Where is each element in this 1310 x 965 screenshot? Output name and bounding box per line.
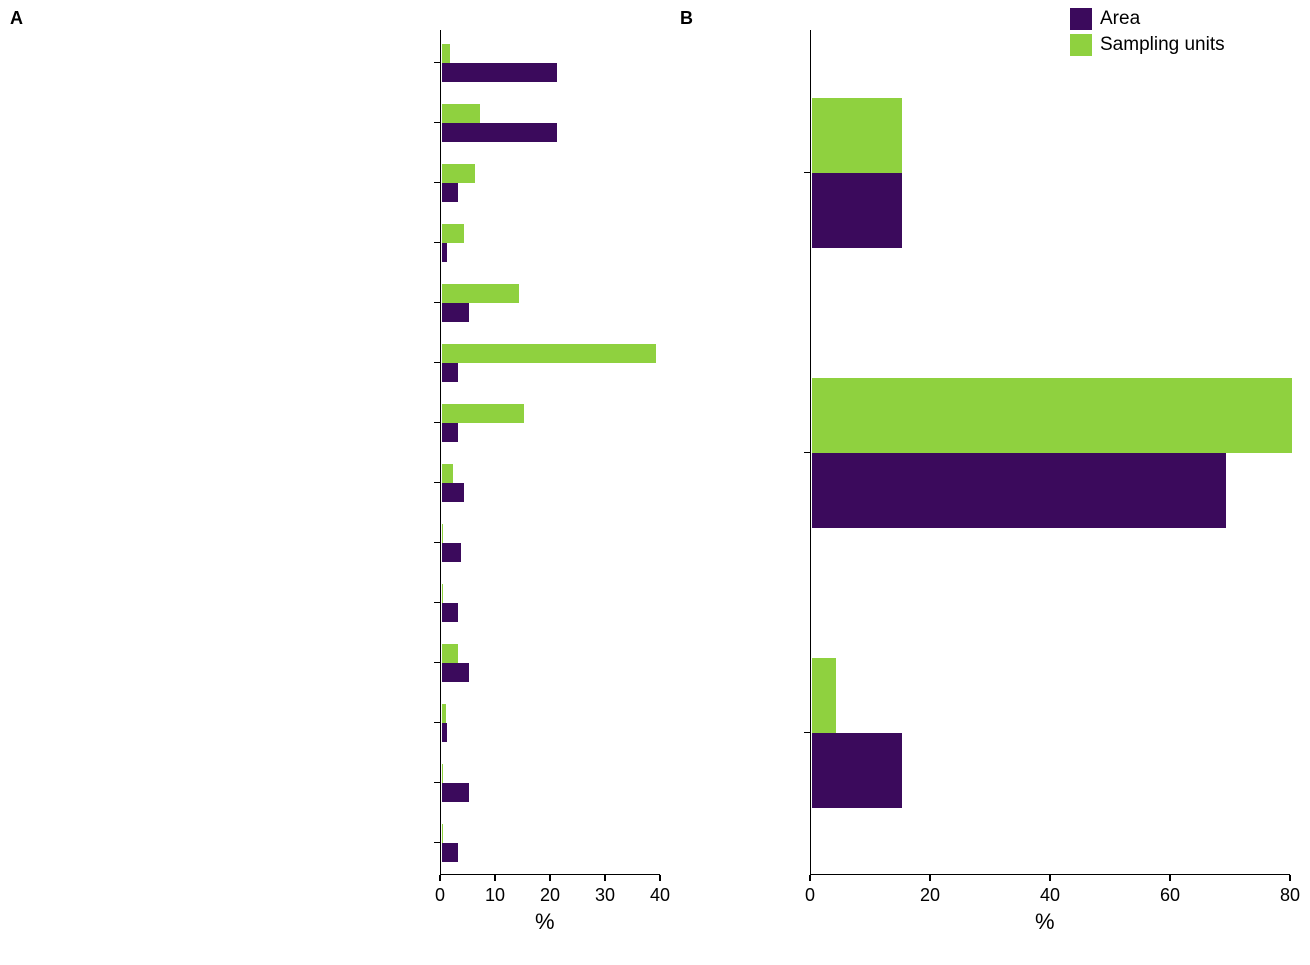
x-tick: [809, 875, 811, 881]
y-tick: [434, 542, 440, 544]
y-tick: [434, 62, 440, 64]
bar-sampling: [442, 584, 444, 603]
x-tick-label: 0: [805, 885, 815, 906]
y-tick: [434, 482, 440, 484]
y-tick: [434, 602, 440, 604]
legend-swatch: [1070, 34, 1092, 56]
panel-a-letter: A: [10, 8, 23, 29]
x-tick: [929, 875, 931, 881]
legend-item: Sampling units: [1070, 34, 1225, 56]
x-tick-label: 20: [920, 885, 940, 906]
y-tick: [434, 842, 440, 844]
bar-area: [442, 63, 558, 82]
y-tick: [434, 362, 440, 364]
bar-area: [442, 663, 470, 682]
plot-area: [440, 30, 660, 875]
x-tick-label: 40: [650, 885, 670, 906]
bar-area: [442, 543, 461, 562]
y-tick: [434, 242, 440, 244]
bar-area: [812, 453, 1226, 528]
y-tick: [434, 722, 440, 724]
y-tick: [434, 662, 440, 664]
bar-sampling: [442, 224, 464, 243]
y-tick: [804, 452, 810, 454]
x-tick: [494, 875, 496, 881]
bar-area: [442, 843, 459, 862]
x-tick: [1169, 875, 1171, 881]
bar-area: [442, 363, 459, 382]
legend-item: Area: [1070, 8, 1225, 30]
x-axis-title: %: [535, 909, 555, 935]
legend: Area Sampling units: [1070, 8, 1225, 60]
x-tick-label: 60: [1160, 885, 1180, 906]
x-tick-label: 30: [595, 885, 615, 906]
y-tick: [804, 732, 810, 734]
bar-sampling: [442, 404, 525, 423]
legend-swatch: [1070, 8, 1092, 30]
bar-area: [442, 483, 464, 502]
bar-area: [812, 173, 902, 248]
bar-sampling: [442, 824, 444, 843]
y-tick: [434, 782, 440, 784]
bar-sampling: [812, 658, 836, 733]
x-tick: [439, 875, 441, 881]
x-tick-label: 40: [1040, 885, 1060, 906]
legend-label: Area: [1100, 8, 1140, 30]
x-tick: [659, 875, 661, 881]
y-tick: [434, 302, 440, 304]
bar-sampling: [442, 764, 444, 783]
bar-area: [442, 603, 459, 622]
bar-sampling: [442, 104, 481, 123]
bar-area: [442, 183, 459, 202]
bar-sampling: [442, 344, 657, 363]
y-tick: [434, 122, 440, 124]
bar-sampling: [442, 464, 453, 483]
bar-area: [442, 423, 459, 442]
bar-area: [442, 123, 558, 142]
x-tick-label: 20: [540, 885, 560, 906]
bar-area: [442, 723, 448, 742]
bar-sampling: [442, 704, 446, 723]
x-tick: [549, 875, 551, 881]
bar-sampling: [442, 44, 450, 63]
y-tick: [434, 182, 440, 184]
x-tick-label: 10: [485, 885, 505, 906]
x-tick-label: 0: [435, 885, 445, 906]
figure-root: A 1. Boreal2. Hemiboreal3. Alpine conife…: [0, 0, 1310, 965]
bar-sampling: [442, 644, 459, 663]
bar-area: [442, 783, 470, 802]
x-tick: [1049, 875, 1051, 881]
x-tick-label: 80: [1280, 885, 1300, 906]
legend-label: Sampling units: [1100, 34, 1225, 56]
bar-sampling: [442, 284, 519, 303]
bar-sampling: [442, 524, 444, 543]
bar-area: [812, 733, 902, 808]
bar-area: [442, 303, 470, 322]
panel-b-letter: B: [680, 8, 693, 29]
bar-sampling: [442, 164, 475, 183]
x-axis-title: %: [1035, 909, 1055, 935]
bar-sampling: [812, 378, 1292, 453]
x-tick: [604, 875, 606, 881]
y-tick: [434, 422, 440, 424]
y-tick: [804, 172, 810, 174]
x-tick: [1289, 875, 1291, 881]
bar-sampling: [812, 98, 902, 173]
bar-area: [442, 243, 448, 262]
